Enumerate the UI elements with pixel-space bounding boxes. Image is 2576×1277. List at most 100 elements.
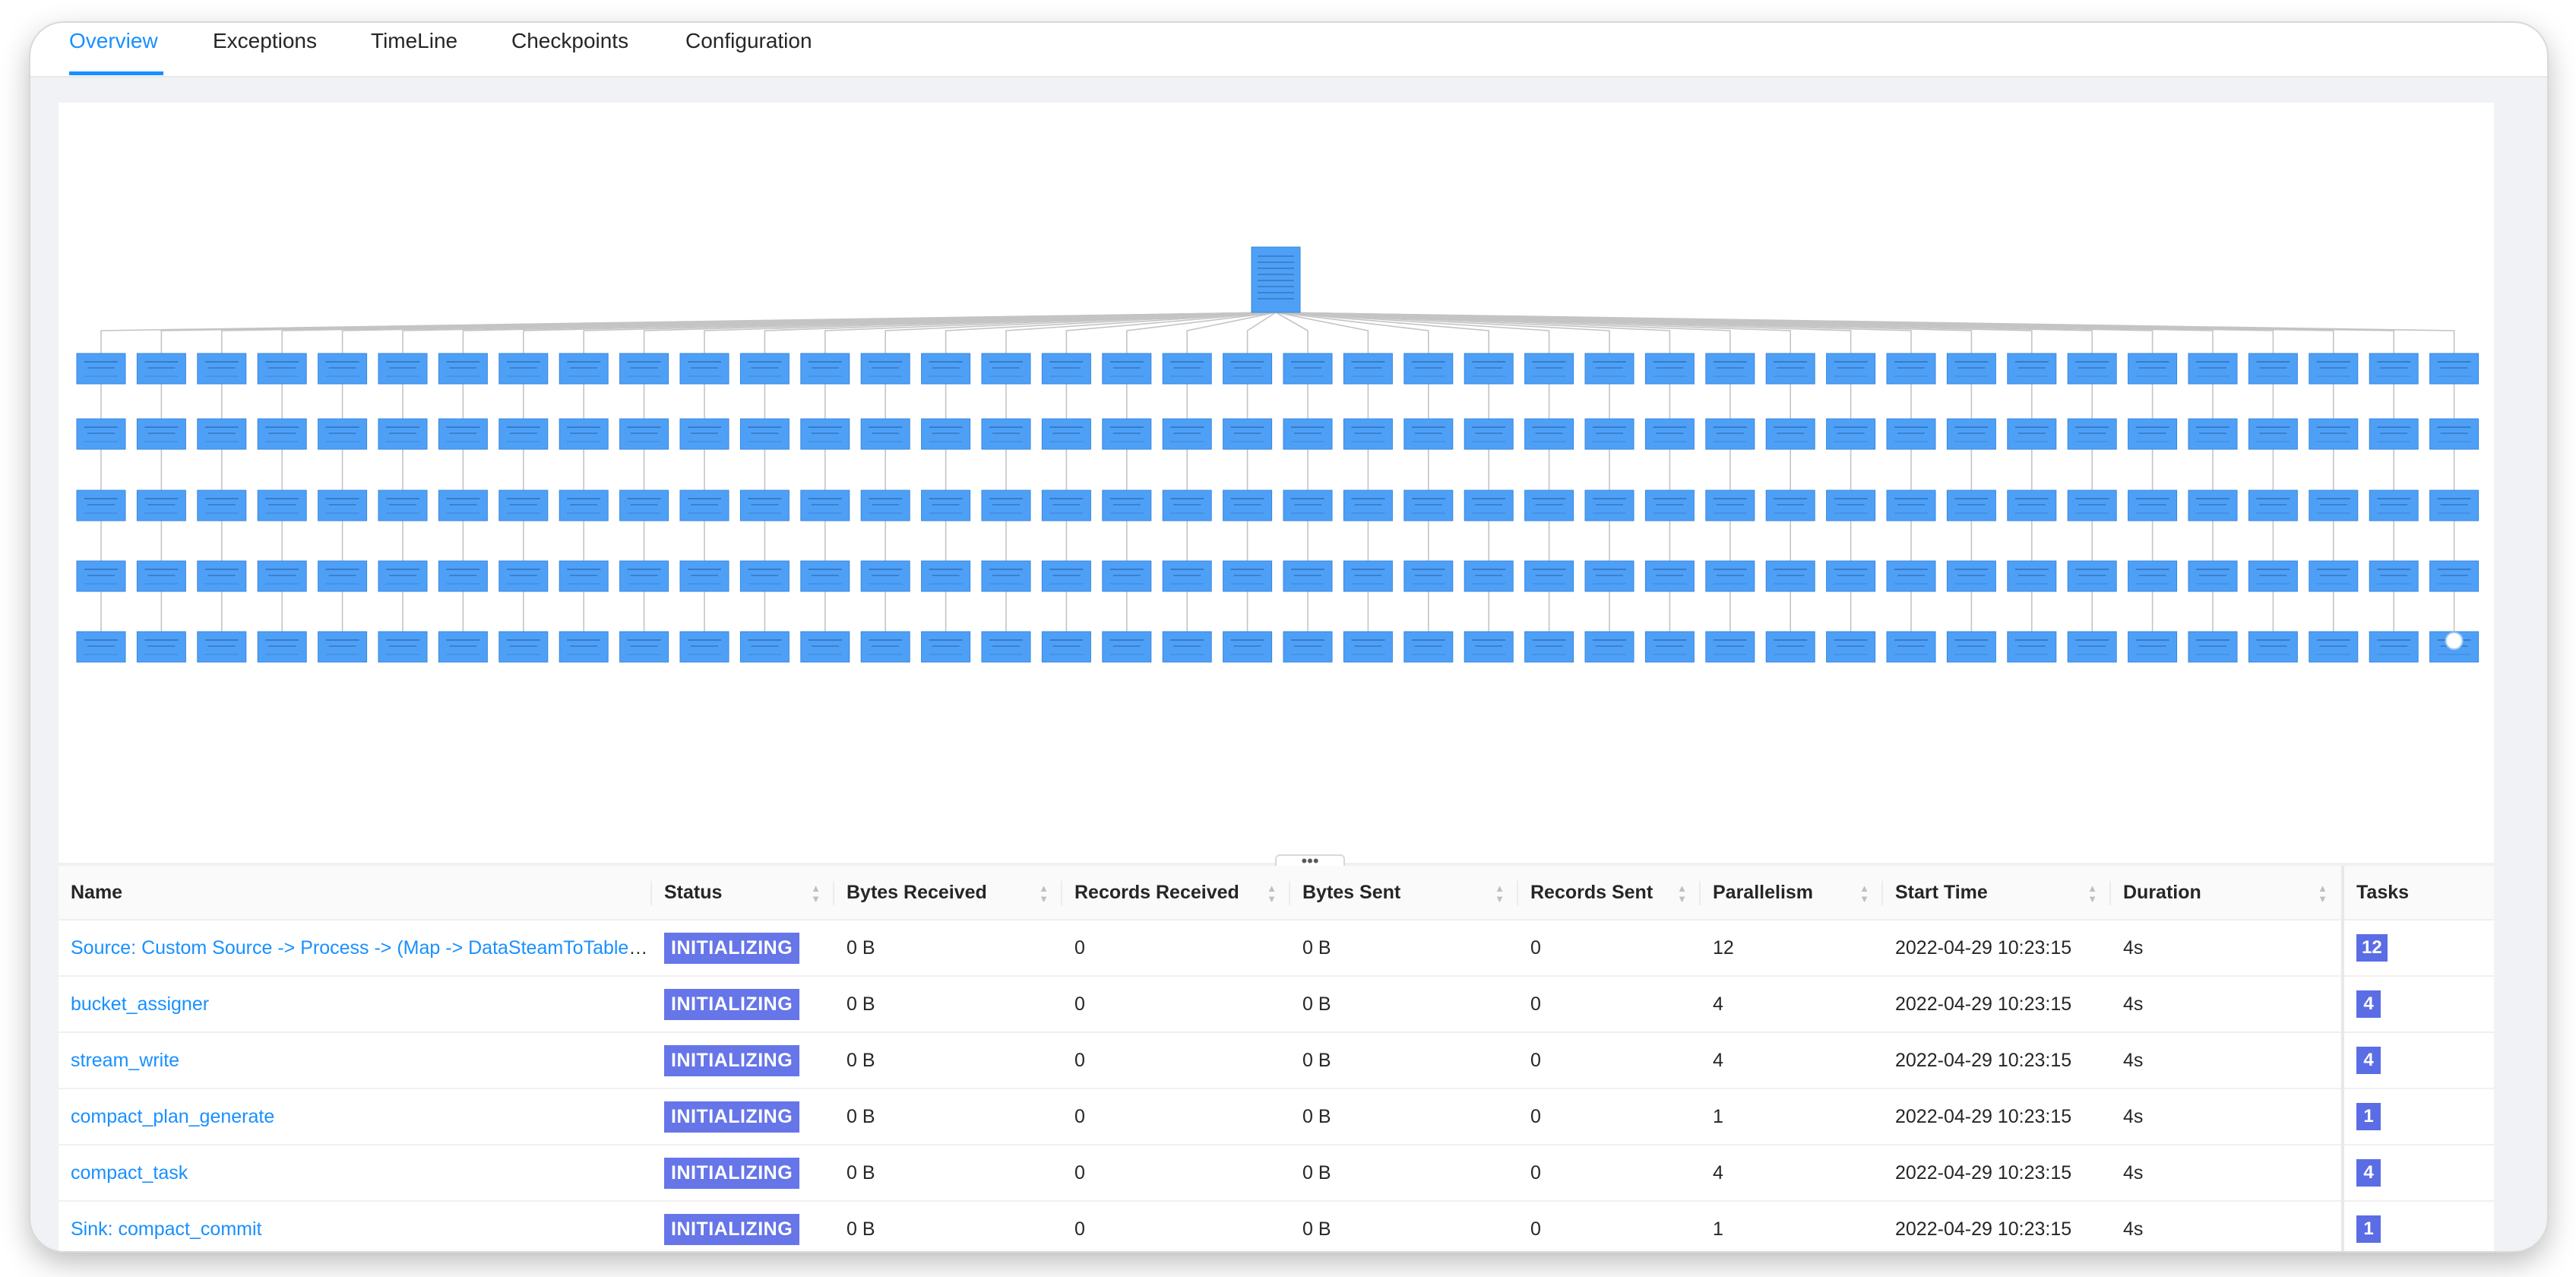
graph-node[interactable] [800, 353, 850, 385]
vertex-name-link[interactable]: compact_plan_generate [71, 1105, 275, 1127]
graph-node[interactable] [498, 631, 549, 663]
graph-node[interactable] [1283, 418, 1333, 450]
graph-node[interactable] [438, 560, 488, 592]
graph-node[interactable] [860, 560, 910, 592]
graph-node[interactable] [2369, 490, 2419, 521]
task-count-badge[interactable]: 4 [2356, 1047, 2381, 1074]
graph-node[interactable] [2429, 490, 2479, 521]
graph-node[interactable] [619, 490, 669, 521]
sort-icon[interactable]: ▲ ▼ [1859, 882, 1869, 905]
graph-node[interactable] [559, 353, 609, 385]
graph-node[interactable] [1283, 560, 1333, 592]
graph-node[interactable] [197, 631, 247, 663]
graph-node[interactable] [1162, 560, 1212, 592]
sort-icon[interactable]: ▲ ▼ [2087, 882, 2097, 905]
graph-node[interactable] [318, 418, 368, 450]
graph-node[interactable] [2067, 560, 2117, 592]
graph-node[interactable] [2188, 560, 2238, 592]
tab-checkpoints[interactable]: Checkpoints [511, 29, 629, 52]
graph-node[interactable] [1162, 353, 1212, 385]
graph-node[interactable] [1162, 631, 1212, 663]
col-header-duration[interactable]: Duration ▲ ▼ [2111, 866, 2343, 921]
graph-node[interactable] [136, 631, 186, 663]
graph-node[interactable] [739, 353, 790, 385]
graph-node[interactable] [378, 418, 428, 450]
table-row[interactable]: compact_plan_generate INITIALIZING 0 B 0 0 B… [59, 1088, 2494, 1145]
graph-node[interactable] [1765, 560, 1815, 592]
graph-node[interactable] [498, 560, 549, 592]
tab-exceptions[interactable]: Exceptions [213, 29, 317, 52]
graph-node[interactable] [1464, 490, 1514, 521]
graph-node[interactable] [438, 631, 488, 663]
task-count-badge[interactable]: 1 [2356, 1215, 2381, 1243]
graph-node[interactable] [1886, 490, 1936, 521]
graph-node[interactable] [2248, 631, 2298, 663]
graph-node[interactable] [800, 490, 850, 521]
graph-node[interactable] [1223, 490, 1273, 521]
graph-node[interactable] [1464, 353, 1514, 385]
graph-node[interactable] [2128, 353, 2178, 385]
graph-node[interactable] [1524, 418, 1574, 450]
graph-node[interactable] [739, 631, 790, 663]
graph-node[interactable] [619, 418, 669, 450]
graph-node[interactable] [1584, 418, 1635, 450]
graph-node[interactable] [2369, 353, 2419, 385]
graph-node[interactable] [921, 560, 971, 592]
graph-node[interactable] [739, 490, 790, 521]
graph-node[interactable] [1404, 418, 1454, 450]
graph-node[interactable] [559, 418, 609, 450]
graph-node[interactable] [2128, 490, 2178, 521]
graph-node[interactable] [2007, 490, 2057, 521]
sort-icon[interactable]: ▲ ▼ [811, 882, 821, 905]
graph-node[interactable] [1102, 490, 1152, 521]
graph-node[interactable] [257, 353, 307, 385]
graph-node[interactable] [1343, 560, 1393, 592]
graph-node[interactable] [2309, 631, 2359, 663]
graph-node[interactable] [498, 490, 549, 521]
graph-node[interactable] [921, 418, 971, 450]
graph-node[interactable] [1886, 418, 1936, 450]
graph-node[interactable] [136, 353, 186, 385]
vertex-name-link[interactable]: stream_write [71, 1049, 180, 1071]
table-row[interactable]: bucket_assigner INITIALIZING 0 B 0 0 B 0 4 2022… [59, 976, 2494, 1033]
col-header-parallelism[interactable]: Parallelism ▲ ▼ [1701, 866, 1883, 921]
sort-icon[interactable]: ▲ ▼ [2318, 882, 2328, 905]
graph-node[interactable] [1162, 418, 1212, 450]
graph-node[interactable] [860, 418, 910, 450]
graph-node[interactable] [800, 418, 850, 450]
graph-node[interactable] [2188, 631, 2238, 663]
graph-node[interactable] [76, 353, 126, 385]
graph-node[interactable] [619, 353, 669, 385]
graph-node[interactable] [1946, 631, 1996, 663]
graph-node[interactable] [2309, 490, 2359, 521]
graph-node[interactable] [1223, 353, 1273, 385]
graph-node[interactable] [1223, 631, 1273, 663]
graph-node[interactable] [860, 353, 910, 385]
graph-node[interactable] [1826, 560, 1876, 592]
graph-node[interactable] [2128, 560, 2178, 592]
col-header-records-sent[interactable]: Records Sent ▲ ▼ [1518, 866, 1701, 921]
graph-node[interactable] [1705, 353, 1755, 385]
graph-node[interactable] [559, 490, 609, 521]
graph-node[interactable] [1404, 353, 1454, 385]
graph-node[interactable] [1946, 353, 1996, 385]
graph-node[interactable] [76, 418, 126, 450]
table-row[interactable]: Sink: compact_commit INITIALIZING 0 B 0 0 B 0… [59, 1201, 2494, 1251]
graph-node[interactable] [438, 418, 488, 450]
tab-overview[interactable]: Overview [69, 29, 158, 52]
graph-node[interactable] [1041, 631, 1091, 663]
graph-node[interactable] [1102, 560, 1152, 592]
graph-node[interactable] [1946, 560, 1996, 592]
graph-node[interactable] [1644, 418, 1695, 450]
graph-node[interactable] [1041, 353, 1091, 385]
graph-node[interactable] [981, 418, 1031, 450]
graph-node[interactable] [1826, 490, 1876, 521]
col-header-records-received[interactable]: Records Received ▲ ▼ [1062, 866, 1290, 921]
graph-node[interactable] [197, 418, 247, 450]
graph-node[interactable] [378, 353, 428, 385]
graph-node[interactable] [1765, 353, 1815, 385]
graph-node[interactable] [860, 490, 910, 521]
graph-node[interactable] [2248, 353, 2298, 385]
graph-node[interactable] [559, 631, 609, 663]
graph-node[interactable] [1343, 418, 1393, 450]
